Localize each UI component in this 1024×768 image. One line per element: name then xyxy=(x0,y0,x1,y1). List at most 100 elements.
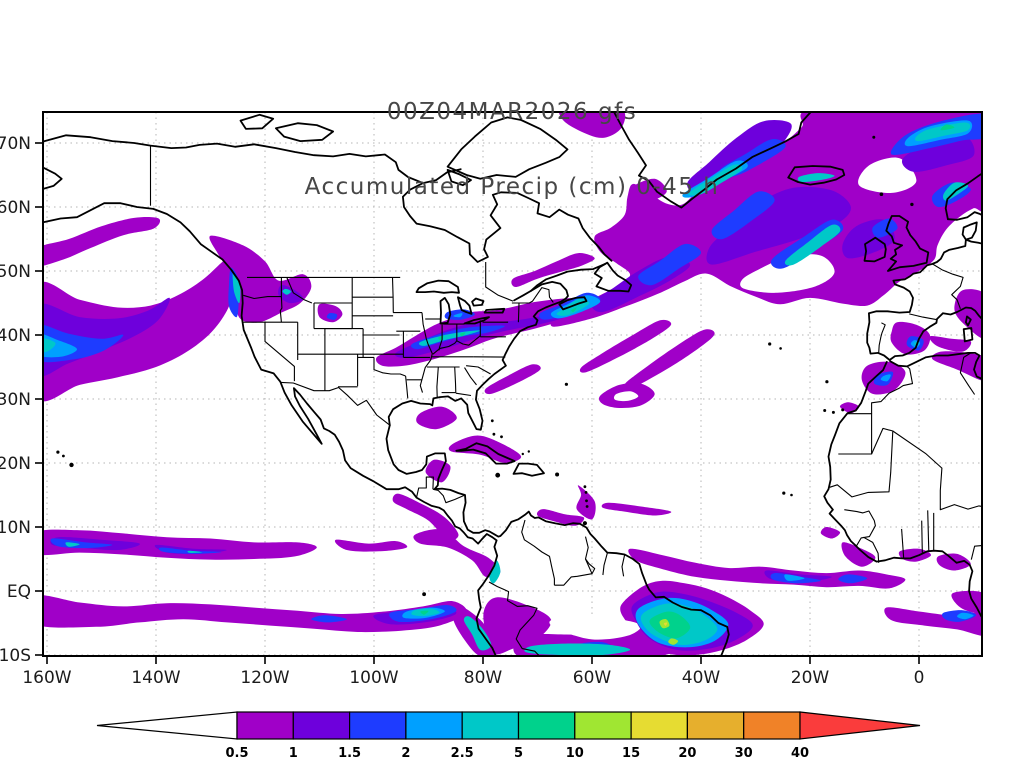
political-border xyxy=(909,313,937,321)
political-border xyxy=(454,366,457,393)
island-dot xyxy=(492,432,496,436)
precip-contour xyxy=(839,402,860,414)
precip-contour xyxy=(43,334,78,358)
island-dot xyxy=(790,493,793,497)
precip-contour xyxy=(936,553,971,571)
coastline-island xyxy=(787,165,846,186)
coastline xyxy=(530,263,606,292)
colorbar-segment xyxy=(236,711,294,740)
precip-contour xyxy=(663,622,668,626)
coastline xyxy=(402,168,613,263)
political-border xyxy=(584,536,593,574)
lat-tick-label: EQ xyxy=(7,582,31,602)
colorbar-segment xyxy=(349,711,407,740)
political-border xyxy=(286,277,313,304)
island-dot xyxy=(495,472,501,478)
lat-tick-label: 70N xyxy=(0,134,31,154)
colorbar-label: 5 xyxy=(514,746,523,761)
island-dot xyxy=(585,499,588,503)
coastline xyxy=(823,361,982,619)
coastline-island xyxy=(962,327,974,343)
lon-tick-label: 120W xyxy=(240,668,289,688)
island-dot xyxy=(823,409,827,412)
political-border xyxy=(511,287,554,304)
island-dot xyxy=(779,347,782,350)
precip-contour xyxy=(43,595,467,633)
coastline-island xyxy=(239,113,275,130)
island-dot xyxy=(831,410,835,414)
coastline-island xyxy=(446,116,569,180)
colorbar-label: 30 xyxy=(735,746,753,761)
precip-contour xyxy=(858,157,917,193)
lat-tick-label: 10S xyxy=(0,646,31,666)
precip-contour xyxy=(536,509,585,526)
political-border xyxy=(405,375,409,399)
colorbar-segment xyxy=(574,711,632,740)
political-border xyxy=(464,367,477,386)
political-border xyxy=(432,488,466,504)
colorbar-segment xyxy=(405,711,463,740)
precip-contour xyxy=(579,319,672,373)
precip-contour xyxy=(784,224,841,266)
precip-contour xyxy=(649,611,691,639)
precip-contour xyxy=(419,330,481,346)
island-dot xyxy=(69,462,74,468)
island-dot xyxy=(841,408,845,412)
precip-contour xyxy=(931,351,982,381)
colorbar-label: 2.5 xyxy=(451,746,474,761)
lon-tick-label: 100W xyxy=(349,668,398,688)
plot-title-line2: Accumulated Precip (cm) 0-45 h xyxy=(304,174,720,200)
colorbar-label: 20 xyxy=(678,746,696,761)
precip-contour xyxy=(940,124,955,131)
lat-tick-label: 60N xyxy=(0,198,31,218)
precip-contour xyxy=(187,550,203,553)
political-border xyxy=(927,510,930,552)
map-frame xyxy=(42,111,983,657)
coastline xyxy=(43,202,499,656)
precip-contour xyxy=(317,303,343,323)
coastline xyxy=(889,352,982,380)
political-border xyxy=(455,392,472,397)
precip-contour xyxy=(706,186,851,265)
political-border xyxy=(373,357,406,377)
precip-contour xyxy=(624,329,715,389)
political-border xyxy=(415,476,434,498)
coastline-island xyxy=(512,462,545,477)
coastline xyxy=(387,281,569,431)
precip-contour xyxy=(901,136,975,172)
colorbar-label: 2 xyxy=(401,746,410,761)
precip-contour xyxy=(524,643,631,656)
island-dot xyxy=(872,135,876,139)
colorbar-segment xyxy=(743,711,801,740)
precip-contour xyxy=(232,272,241,304)
colorbar-label: 40 xyxy=(791,746,809,761)
coastline xyxy=(43,166,63,190)
lat-tick-label: 40N xyxy=(0,326,31,346)
political-border xyxy=(621,554,626,577)
coastline-island xyxy=(863,236,887,263)
precip-contour xyxy=(511,253,595,287)
precip-contour xyxy=(915,122,971,142)
political-border xyxy=(878,322,886,353)
political-border xyxy=(892,430,982,511)
political-border xyxy=(932,263,964,309)
precip-contour xyxy=(576,485,596,520)
coastline-island xyxy=(593,261,633,293)
island-dot xyxy=(527,450,530,453)
political-border xyxy=(488,581,541,656)
island-dot xyxy=(782,491,786,495)
political-border xyxy=(901,528,905,559)
coastline-island xyxy=(463,316,490,325)
precip-contour xyxy=(954,289,982,339)
political-border xyxy=(554,558,596,586)
precip-contour xyxy=(43,529,317,560)
political-border xyxy=(959,352,976,395)
colorbar-label: 0.5 xyxy=(225,746,248,761)
precip-contour xyxy=(613,391,639,402)
colorbar-segment xyxy=(292,711,351,740)
coastline-island xyxy=(471,297,485,307)
lon-tick-label: 160W xyxy=(22,668,71,688)
precip-contour xyxy=(463,616,492,651)
political-border xyxy=(521,519,555,586)
coastline-island xyxy=(275,122,334,142)
